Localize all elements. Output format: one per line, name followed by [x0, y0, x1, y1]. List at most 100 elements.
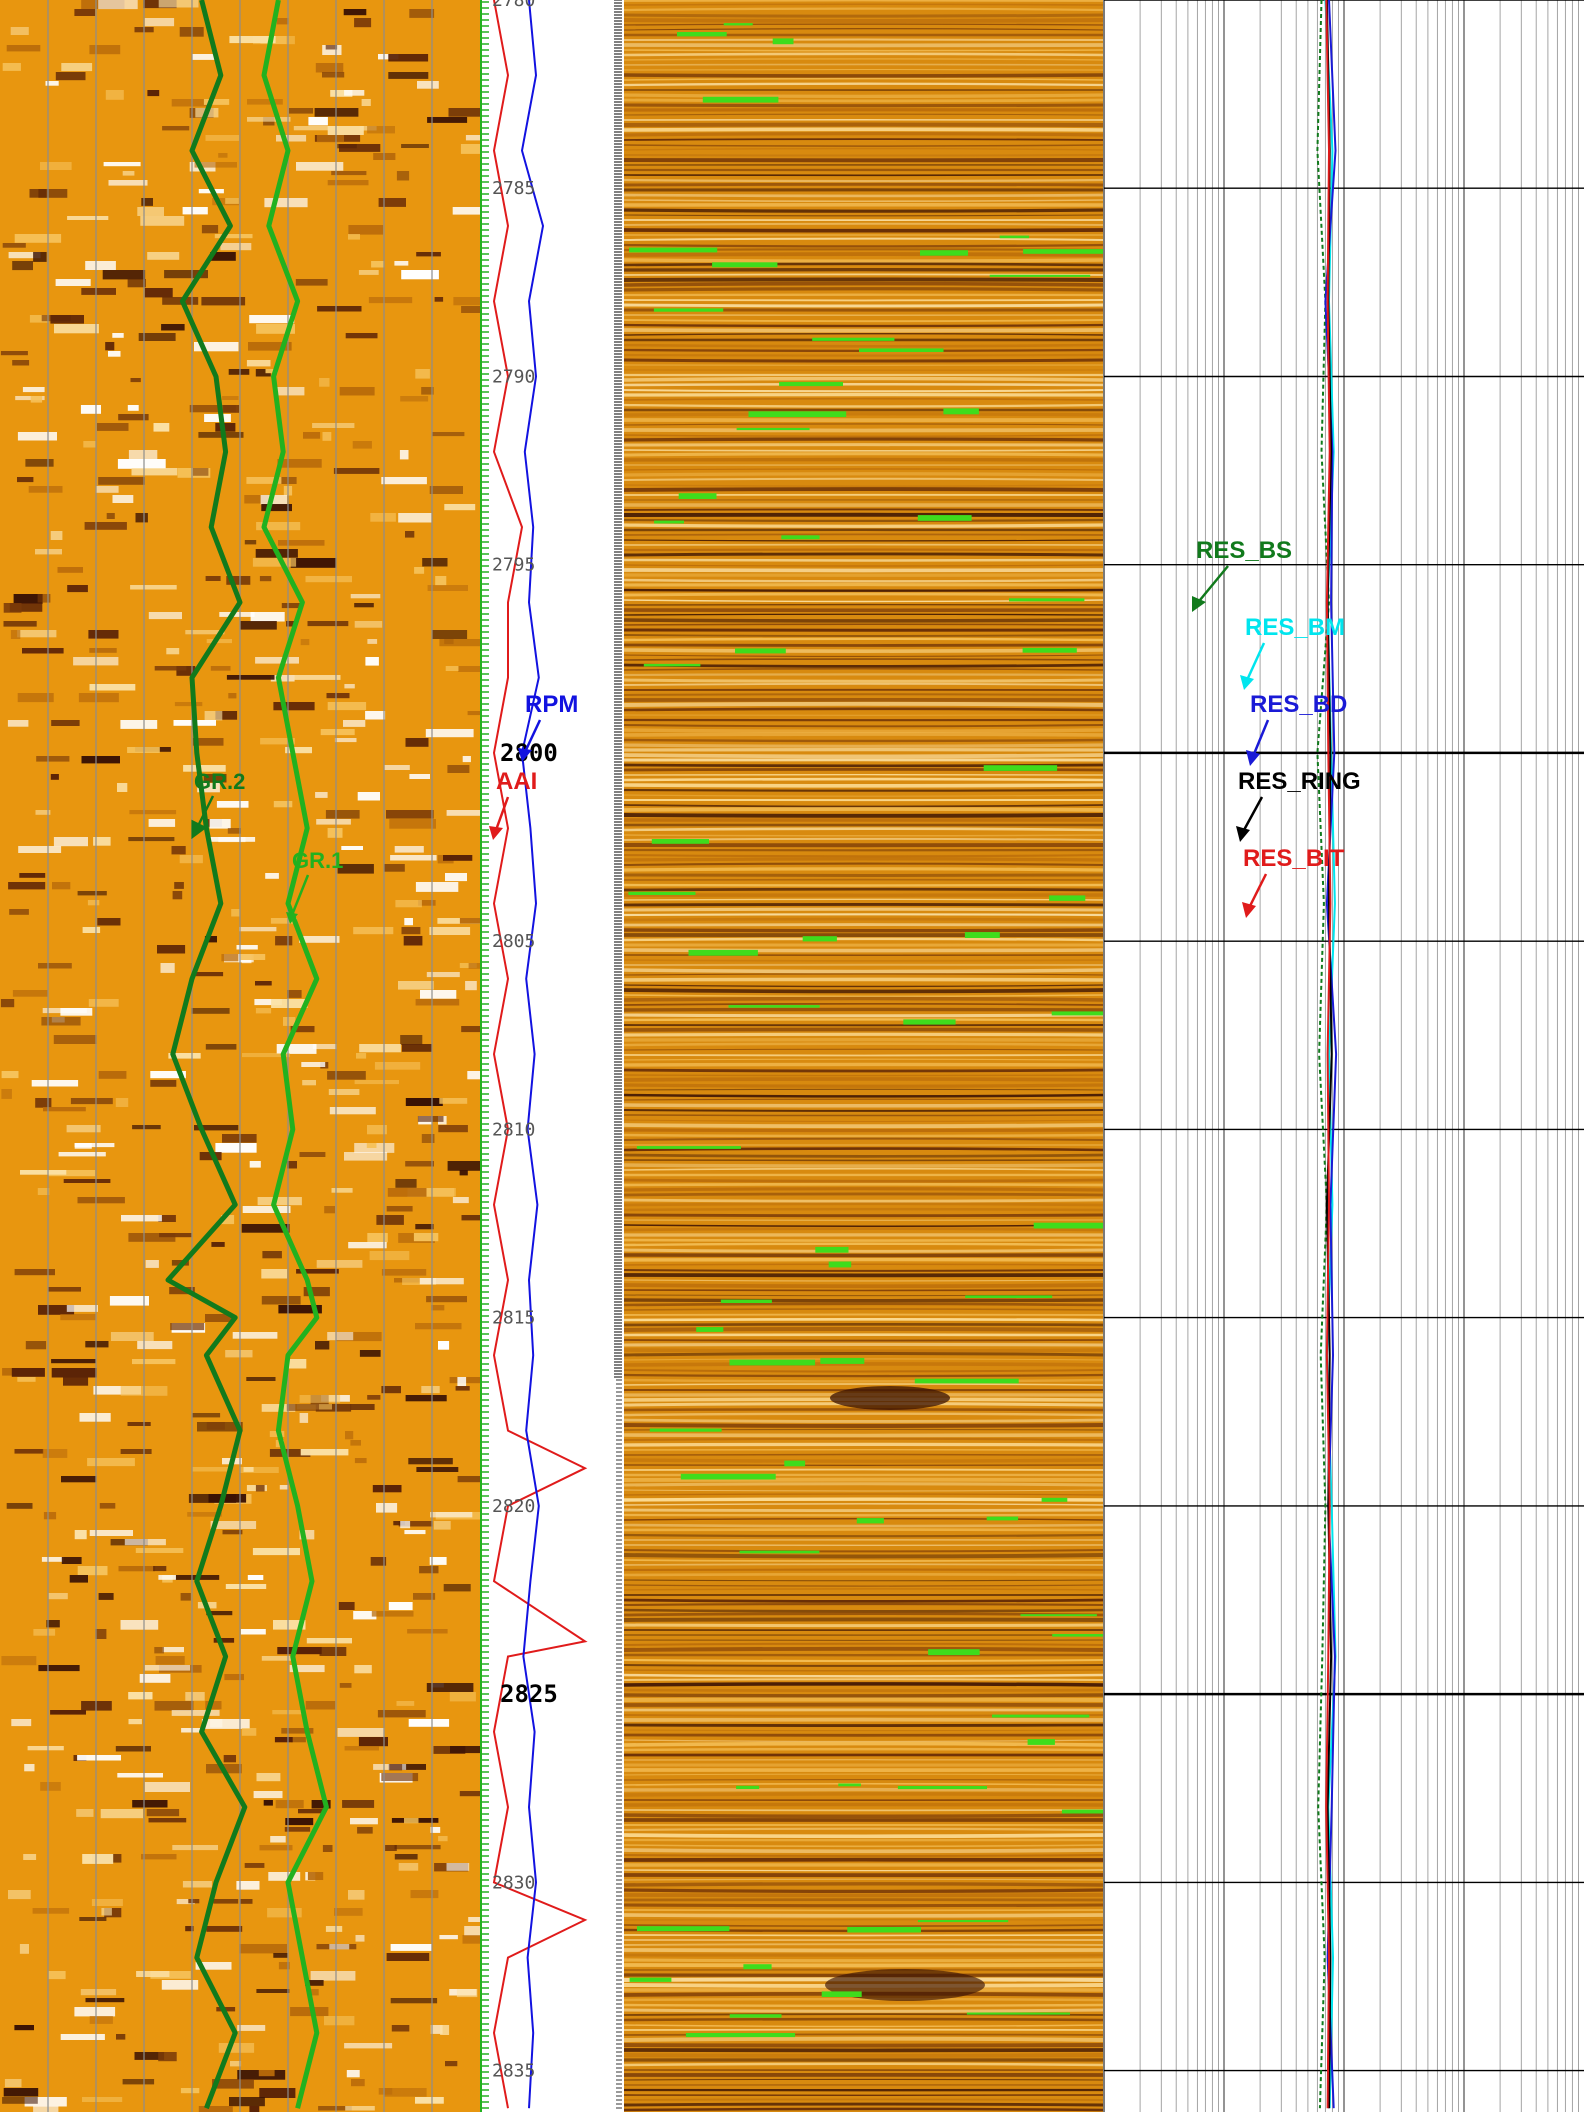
- image-texture-patch: [247, 1575, 264, 1580]
- dip-pick: [1052, 1634, 1126, 1637]
- image-lamination: [623, 1669, 1105, 1672]
- image-texture-patch: [154, 1647, 164, 1654]
- res-ring-arrow: [1242, 796, 1264, 831]
- image-lamination: [623, 1792, 1105, 1797]
- image-lamination: [623, 1077, 1105, 1082]
- image-texture-patch: [291, 1737, 306, 1743]
- image-texture-patch: [158, 1215, 176, 1222]
- image-texture-patch: [42, 1449, 68, 1458]
- image-texture-patch: [416, 1467, 459, 1472]
- image-texture-patch: [109, 1296, 149, 1306]
- image-texture-patch: [171, 1710, 220, 1716]
- image-lamination: [623, 1603, 1105, 1607]
- track-4-curves: [1316, 0, 1338, 2109]
- image-texture-patch: [14, 1269, 56, 1276]
- image-texture-patch: [240, 621, 277, 630]
- image-lamination: [623, 243, 1105, 248]
- image-texture-patch: [41, 1557, 64, 1562]
- image-texture-patch: [343, 720, 366, 727]
- image-texture-patch: [401, 144, 429, 148]
- image-texture-patch: [378, 54, 399, 60]
- image-texture-patch: [201, 1719, 250, 1729]
- image-lamination: [623, 1528, 1105, 1532]
- image-texture-patch: [38, 1305, 75, 1315]
- image-texture-patch: [66, 1305, 98, 1312]
- image-lamination: [623, 376, 1105, 382]
- res-bd-label: RES_BD: [1250, 691, 1347, 718]
- dip-pick: [649, 1428, 722, 1432]
- image-texture-patch: [263, 1800, 273, 1806]
- image-texture-patch: [33, 252, 47, 262]
- image-lamination: [623, 1673, 1105, 1678]
- image-lamination: [623, 73, 1105, 78]
- dip-pick: [838, 1783, 861, 1787]
- image-texture-patch: [277, 1647, 322, 1655]
- image-texture-patch: [15, 396, 45, 401]
- image-texture-patch: [459, 963, 477, 968]
- image-texture-patch: [70, 1098, 113, 1105]
- image-texture-patch: [322, 45, 342, 55]
- image-texture-patch: [271, 999, 308, 1008]
- image-texture-patch: [37, 594, 51, 603]
- image-texture-patch: [9, 603, 43, 612]
- image-texture-patch: [339, 144, 381, 152]
- image-lamination: [623, 539, 1105, 542]
- image-texture-patch: [127, 279, 146, 288]
- image-lamination: [623, 333, 1105, 336]
- image-texture-patch: [128, 450, 158, 460]
- image-texture-patch: [14, 234, 62, 243]
- image-texture-patch: [383, 864, 405, 872]
- image-lamination: [623, 1018, 1105, 1022]
- image-texture-patch: [384, 765, 410, 770]
- image-texture-patch: [37, 1188, 50, 1195]
- image-texture-patch: [405, 1098, 443, 1106]
- image-texture-patch: [327, 702, 367, 711]
- image-texture-patch: [84, 522, 127, 530]
- image-texture-patch: [371, 261, 385, 268]
- depth-tick-label: 2780: [492, 0, 535, 11]
- image-texture-patch: [367, 1395, 381, 1400]
- image-texture-patch: [42, 1008, 87, 1014]
- image-lamination: [623, 1137, 1105, 1141]
- dip-pick: [1009, 598, 1085, 602]
- image-texture-patch: [32, 1908, 70, 1914]
- res-bs-arrow: [1199, 565, 1229, 601]
- image-texture-patch: [345, 333, 378, 339]
- image-texture-patch: [35, 1098, 52, 1108]
- image-lamination: [623, 182, 1105, 187]
- image-lamination: [623, 382, 1105, 387]
- image-texture-patch: [354, 18, 372, 28]
- series-gr2-line: [165, 0, 248, 2110]
- image-texture-patch: [395, 1179, 417, 1188]
- image-texture-patch: [240, 1899, 253, 1904]
- image-texture-patch: [6, 45, 41, 52]
- image-texture-patch: [283, 1017, 296, 1026]
- image-lamination: [623, 388, 1105, 393]
- image-texture-patch: [438, 1125, 468, 1133]
- image-texture-patch: [241, 1728, 257, 1736]
- res-bs-arrowhead: [1192, 596, 1206, 612]
- dip-pick: [989, 274, 1091, 277]
- image-lamination: [623, 412, 1105, 417]
- image-texture-patch: [81, 756, 120, 764]
- depth-tick-label: 2815: [492, 1308, 535, 1329]
- image-texture-patch: [158, 1575, 176, 1580]
- track-4: [1103, 0, 1584, 2112]
- image-texture-patch: [344, 2043, 393, 2049]
- image-texture-patch: [17, 693, 54, 703]
- series-res-bs-line: [1316, 0, 1331, 2109]
- image-texture-patch: [192, 468, 209, 476]
- image-texture-patch: [218, 2043, 255, 2053]
- image-lamination: [623, 568, 1105, 573]
- image-texture-patch: [76, 1809, 94, 1817]
- image-texture-patch: [303, 432, 321, 439]
- image-texture-patch: [269, 1449, 311, 1457]
- image-texture-patch: [327, 180, 369, 186]
- image-texture-patch: [299, 1152, 326, 1157]
- dip-pick: [903, 1019, 956, 1025]
- image-texture-patch: [398, 513, 432, 523]
- image-texture-patch: [203, 99, 230, 105]
- image-texture-patch: [205, 1701, 222, 1710]
- image-texture-patch: [311, 1800, 331, 1809]
- dip-pick: [986, 1516, 1019, 1521]
